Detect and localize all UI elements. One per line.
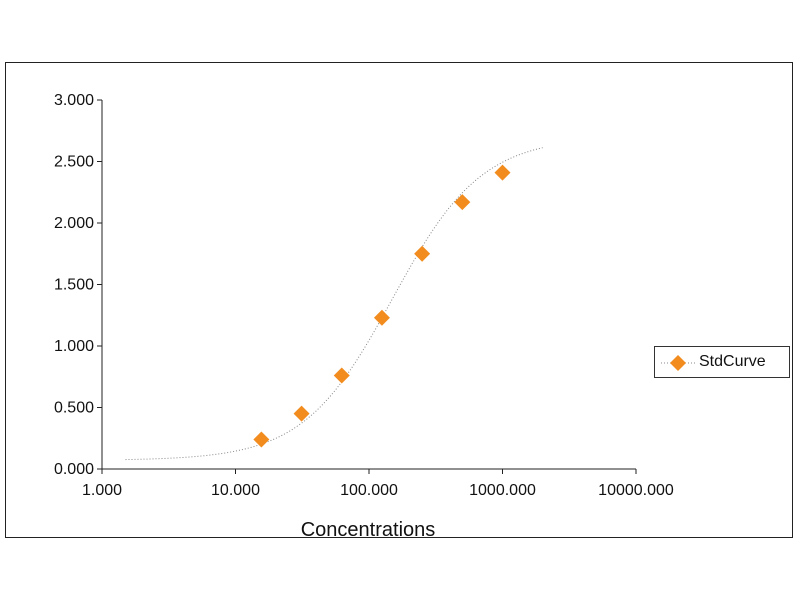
y-tick-label: 2.500 <box>54 154 94 171</box>
y-ticks: 0.000 0.500 1.000 1.500 2.000 2.500 3.000 <box>54 92 102 478</box>
data-point-diamond <box>494 164 511 181</box>
axes <box>101 100 636 470</box>
data-points <box>253 164 511 448</box>
legend-marker <box>661 355 695 371</box>
x-tick-label: 10000.000 <box>598 482 674 499</box>
data-point-diamond <box>333 367 350 384</box>
legend: StdCurve <box>654 346 790 378</box>
x-axis-title: Concentrations <box>301 519 436 537</box>
data-point-diamond <box>253 431 270 448</box>
x-tick-label: 10.000 <box>211 482 260 499</box>
data-point-diamond <box>293 405 310 422</box>
y-tick-label: 0.500 <box>54 400 94 417</box>
x-tick-label: 100.000 <box>340 482 398 499</box>
y-tick-label: 0.000 <box>54 461 94 478</box>
y-tick-label: 3.000 <box>54 92 94 109</box>
x-tick-label: 1.000 <box>82 482 122 499</box>
fit-curve <box>125 147 543 461</box>
plot-area: 0.000 0.500 1.000 1.500 2.000 2.500 3.000 1.00… <box>54 92 674 537</box>
data-point-diamond <box>373 309 390 326</box>
y-tick-label: 2.000 <box>54 215 94 232</box>
y-tick-label: 1.500 <box>54 277 94 294</box>
x-ticks: 1.000 10.000 100.000 1000.000 10000.000 <box>82 469 674 499</box>
data-point-diamond <box>414 245 431 262</box>
x-tick-label: 1000.000 <box>469 482 536 499</box>
legend-label-stdcurve: StdCurve <box>699 353 766 370</box>
chart-frame: 0.000 0.500 1.000 1.500 2.000 2.500 3.000 1.00… <box>5 62 793 538</box>
data-point-diamond <box>454 194 471 211</box>
y-tick-label: 1.000 <box>54 338 94 355</box>
